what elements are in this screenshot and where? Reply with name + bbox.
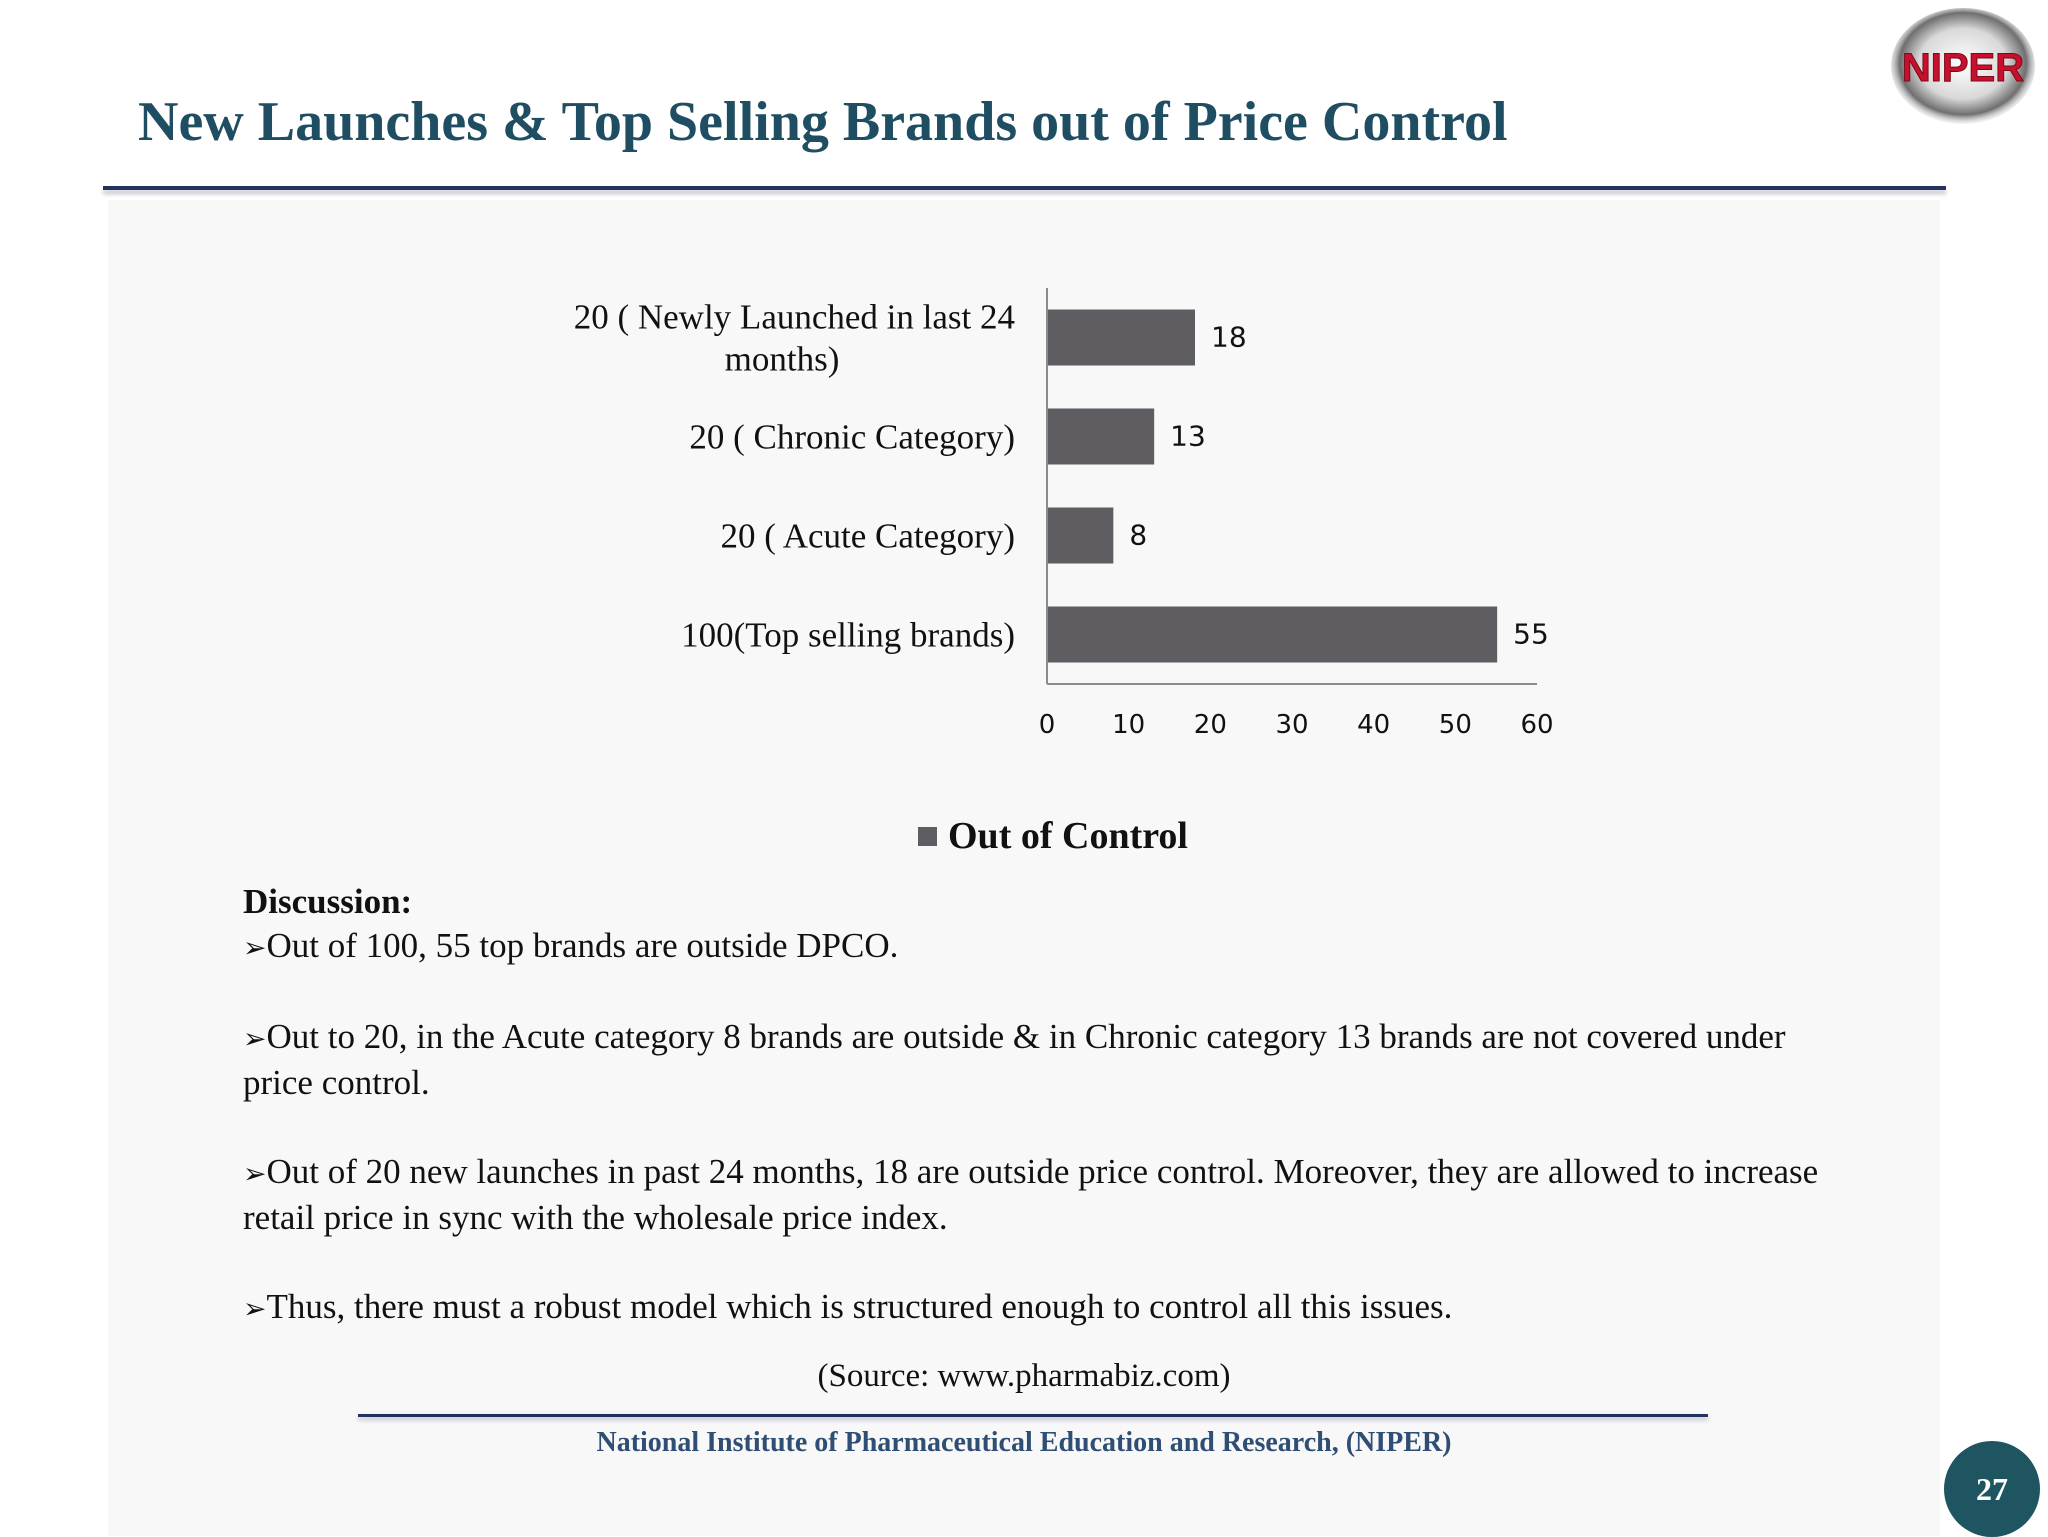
discussion-bullet: ➢Thus, there must a robust model which i… bbox=[243, 1285, 1823, 1331]
bar bbox=[1048, 606, 1498, 663]
category-label-line: 20 ( Acute Category) bbox=[721, 517, 1016, 556]
bar-value-label: 55 bbox=[1513, 618, 1549, 651]
footer-divider bbox=[358, 1414, 1708, 1417]
logo-text: NIPER bbox=[1902, 46, 2024, 90]
discussion-bullet: ➢Out to 20, in the Acute category 8 bran… bbox=[243, 1015, 1823, 1105]
title-divider bbox=[103, 186, 1946, 190]
discussion-section: Discussion: ➢Out of 100, 55 top brands a… bbox=[243, 880, 1823, 1376]
x-tick-label: 0 bbox=[1039, 710, 1056, 740]
bar-value-label: 8 bbox=[1129, 519, 1147, 552]
arrow-bullet-icon: ➢ bbox=[243, 1022, 267, 1055]
niper-logo: NIPER bbox=[1891, 8, 2035, 124]
bar-value-label: 18 bbox=[1211, 321, 1247, 354]
category-label-line: 20 ( Newly Launched in last 24 bbox=[574, 298, 1015, 337]
category-label-line: 100(Top selling brands) bbox=[681, 616, 1015, 655]
category-label: 20 ( Acute Category) bbox=[721, 517, 1016, 556]
arrow-bullet-icon: ➢ bbox=[243, 931, 267, 964]
x-tick-label: 40 bbox=[1357, 710, 1390, 740]
bar bbox=[1048, 408, 1155, 465]
page-number-badge: 27 bbox=[1944, 1441, 2040, 1537]
x-tick-label: 50 bbox=[1439, 710, 1472, 740]
bar bbox=[1048, 507, 1114, 564]
discussion-bullet: ➢Out of 100, 55 top brands are outside D… bbox=[243, 924, 1823, 970]
legend-swatch bbox=[918, 826, 937, 846]
footer-institution: National Institute of Pharmaceutical Edu… bbox=[596, 1427, 1452, 1458]
source-citation: (Source: www.pharmabiz.com) bbox=[817, 1358, 1231, 1394]
slide-title: New Launches & Top Selling Brands out of… bbox=[138, 91, 1508, 153]
arrow-bullet-icon: ➢ bbox=[243, 1292, 267, 1325]
x-tick-label: 20 bbox=[1194, 710, 1227, 740]
category-label-line: 20 ( Chronic Category) bbox=[689, 418, 1015, 457]
category-label: 20 ( Newly Launched in last 24 months) bbox=[574, 298, 1015, 379]
legend-label: Out of Control bbox=[948, 815, 1188, 857]
chart-legend: Out of Control bbox=[918, 814, 1188, 858]
x-tick-label: 10 bbox=[1112, 710, 1145, 740]
category-label-line: months) bbox=[725, 340, 840, 379]
bullet-text: Thus, there must a robust model which is… bbox=[266, 1287, 1453, 1326]
arrow-bullet-icon: ➢ bbox=[243, 1157, 267, 1190]
x-tick-label: 60 bbox=[1520, 710, 1553, 740]
bar-value-label: 13 bbox=[1170, 420, 1206, 453]
discussion-bullet: ➢Out of 20 new launches in past 24 month… bbox=[243, 1150, 1823, 1240]
category-label: 100(Top selling brands) bbox=[681, 616, 1015, 655]
x-tick-label: 30 bbox=[1275, 710, 1308, 740]
bullet-text: Out of 100, 55 top brands are outside DP… bbox=[266, 926, 899, 965]
bar bbox=[1048, 309, 1195, 366]
category-label: 20 ( Chronic Category) bbox=[689, 418, 1015, 457]
bullet-text: Out to 20, in the Acute category 8 brand… bbox=[243, 1017, 1786, 1102]
bar-chart: 0 10 20 30 40 50 60 18 20 ( Newly Launched in la… bbox=[574, 288, 1554, 740]
discussion-heading: Discussion: bbox=[243, 882, 413, 921]
content-panel bbox=[108, 200, 1940, 1536]
bullet-text: Out of 20 new launches in past 24 months… bbox=[243, 1152, 1819, 1237]
